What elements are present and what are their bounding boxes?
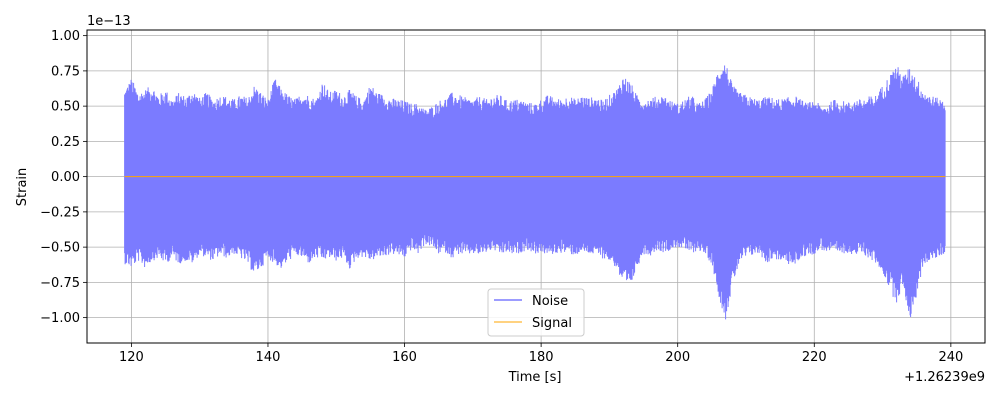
y-axis-label: Strain bbox=[15, 168, 30, 207]
legend: Noise Signal bbox=[487, 288, 585, 337]
ticks: 120 140 160 180 200 220 240 1.00 0.75 0.50 0.25 0.0… bbox=[40, 29, 963, 365]
y-scale-label: 1e−13 bbox=[87, 14, 131, 29]
x-offset-label: +1.26239e9 bbox=[904, 370, 985, 385]
x-axis-label: Time [s] bbox=[508, 370, 562, 385]
x-tick-label: 180 bbox=[529, 350, 554, 365]
y-tick-label: 0.00 bbox=[51, 170, 80, 185]
x-tick-label: 200 bbox=[665, 350, 690, 365]
axes-frame bbox=[86, 29, 986, 344]
y-tick-label: −0.25 bbox=[40, 205, 80, 220]
y-tick-label: −0.50 bbox=[40, 241, 80, 256]
x-tick-label: 240 bbox=[938, 350, 963, 365]
y-tick-label: 0.25 bbox=[51, 135, 80, 150]
y-tick-label: 1.00 bbox=[51, 29, 80, 44]
x-tick-label: 140 bbox=[256, 350, 281, 365]
x-tick-label: 220 bbox=[802, 350, 827, 365]
y-tick-label: −0.75 bbox=[40, 276, 80, 291]
legend-signal-label: Signal bbox=[532, 316, 572, 331]
y-tick-label: 0.50 bbox=[51, 100, 80, 115]
legend-noise-label: Noise bbox=[532, 294, 568, 309]
plot-area bbox=[124, 65, 946, 320]
noise-series-line bbox=[124, 65, 946, 320]
x-tick-label: 160 bbox=[392, 350, 417, 365]
y-tick-label: −1.00 bbox=[40, 311, 80, 326]
x-tick-label: 120 bbox=[119, 350, 144, 365]
y-tick-label: 0.75 bbox=[51, 64, 80, 79]
